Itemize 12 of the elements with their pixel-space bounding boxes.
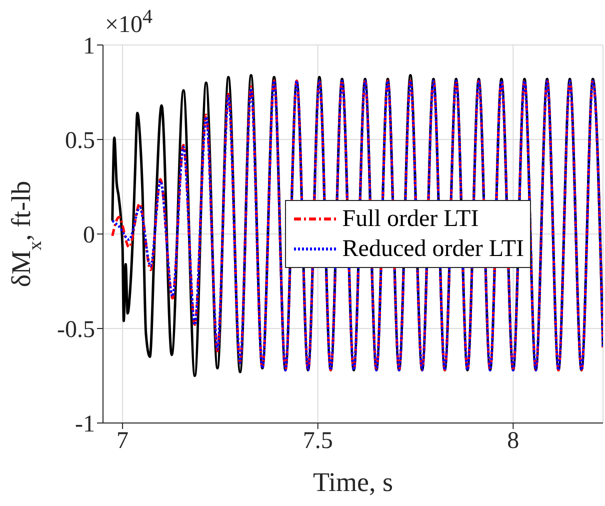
y-tick-label: -0.5 [57,317,95,344]
y-tick-label: 1 [83,34,95,60]
y-tick-label: 0 [83,222,95,249]
x-axis-title: Time, s [312,467,394,497]
y-tick-label: 0.5 [65,128,95,154]
y-tick-label: -1 [75,412,95,438]
x-tick-label: 7.5 [302,428,333,454]
legend-label: Reduced order LTI [342,235,524,264]
x-tick-label: 7 [116,428,129,454]
text: ×10$^{4}$ [105,6,153,39]
x-tick-label: 8 [507,428,520,454]
legend-label: Full order LTI [342,205,479,234]
